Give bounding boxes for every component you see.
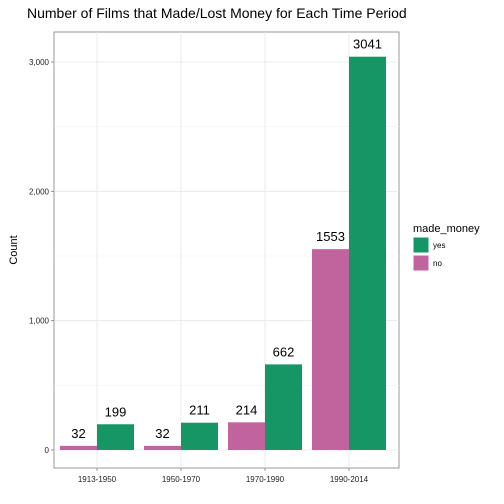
bar-value-label: 3041 <box>353 37 382 52</box>
bar-yes <box>181 422 218 450</box>
legend-key-no <box>412 254 430 272</box>
bar-value-label: 211 <box>189 403 210 418</box>
bar-no <box>228 422 265 450</box>
bars <box>60 56 386 451</box>
bar-value-label: 32 <box>71 426 85 441</box>
legend-label: no <box>433 259 442 268</box>
x-tick-label: 1990-2014 <box>330 475 369 484</box>
bar-no <box>312 249 349 450</box>
bar-yes <box>265 364 302 450</box>
bar-no <box>144 445 181 450</box>
bar-yes <box>349 56 386 451</box>
y-axis-ticks: 0 1,000 2,000 3,000 <box>29 58 54 455</box>
x-tick-label: 1970-1990 <box>246 475 285 484</box>
y-tick-label: 3,000 <box>29 58 50 67</box>
legend: made_money yes no <box>412 223 480 272</box>
x-tick-label: 1913-1950 <box>78 475 117 484</box>
legend-key-yes <box>412 236 430 254</box>
bar-labels: 32 199 32 211 214 662 1553 3041 <box>71 37 382 441</box>
legend-title: made_money <box>413 223 480 235</box>
bar-value-label: 32 <box>155 426 169 441</box>
chart-title: Number of Films that Made/Lost Money for… <box>27 5 407 21</box>
y-tick-label: 2,000 <box>29 187 50 196</box>
bar-value-label: 199 <box>105 404 127 419</box>
bar-value-label: 1553 <box>316 229 345 244</box>
bar-no <box>60 445 97 450</box>
legend-label: yes <box>433 241 445 250</box>
x-tick-label: 1950-1970 <box>162 475 201 484</box>
y-axis-label: Count <box>8 235 20 264</box>
y-tick-label: 1,000 <box>29 317 50 326</box>
bar-value-label: 662 <box>273 344 295 359</box>
x-axis-ticks: 1913-1950 1950-1970 1970-1990 1990-2014 <box>78 468 369 484</box>
bar-value-label: 214 <box>236 402 258 417</box>
bar-yes <box>97 424 134 450</box>
y-tick-label: 0 <box>45 446 50 455</box>
